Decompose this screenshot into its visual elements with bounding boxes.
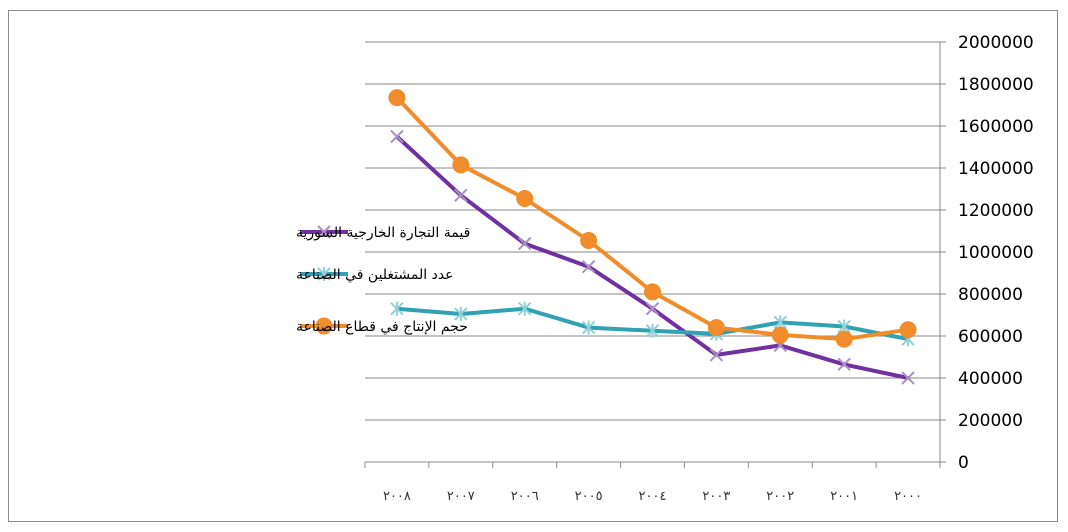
data-point-stroke <box>901 371 915 385</box>
legend-label: قيمة التجارة الخارجية السورية <box>296 225 470 241</box>
legend-entry: عدد المشتغلين في الصناعة <box>296 267 454 283</box>
data-point-stroke <box>645 301 660 316</box>
data-point-stroke <box>837 357 851 372</box>
data-point-stroke <box>454 188 468 203</box>
y-tick-label: 800000 <box>958 285 1023 305</box>
data-point <box>581 259 596 274</box>
data-point-stroke <box>518 236 532 251</box>
x-tick-label: ٢٠٠٧ <box>447 489 475 504</box>
data-point <box>518 236 532 251</box>
data-point <box>709 348 724 362</box>
gridlines <box>365 41 940 421</box>
legend: قيمة التجارة الخارجية السورية عدد المشتغل… <box>296 225 470 335</box>
data-point <box>707 319 725 337</box>
data-point <box>644 283 661 301</box>
data-point <box>315 317 333 335</box>
x-tick-label: ٢٠٠٢ <box>766 489 794 504</box>
data-point-stroke <box>390 129 404 144</box>
chart-frame <box>8 10 1058 522</box>
axes <box>364 41 946 468</box>
y-tick-label: 600000 <box>958 327 1023 347</box>
data-point-stroke <box>581 259 596 274</box>
x-tick-label: ٢٠٠٤ <box>639 489 667 504</box>
data-point <box>317 225 331 239</box>
x-tick-label: ٢٠٠١ <box>830 489 858 504</box>
legend-label: حجم الإنتاج في قطاع الصناعة <box>296 319 468 335</box>
y-tick-label: 1800000 <box>958 75 1034 95</box>
data-point <box>899 321 917 339</box>
data-point <box>645 301 660 316</box>
x-tick-label: ٢٠٠٥ <box>575 489 603 504</box>
data-point <box>390 129 404 144</box>
series-lines <box>388 89 917 385</box>
data-point <box>452 156 470 174</box>
data-point <box>317 267 331 281</box>
data-point <box>771 326 789 344</box>
legend-entry: قيمة التجارة الخارجية السورية <box>296 225 470 241</box>
data-point <box>837 357 851 372</box>
data-point-stroke <box>709 348 724 362</box>
y-tick-label: 2000000 <box>958 33 1034 53</box>
data-point <box>645 323 660 338</box>
data-point <box>454 188 468 203</box>
data-point-stroke <box>317 225 331 239</box>
data-point <box>388 89 406 107</box>
legend-label: عدد المشتغلين في الصناعة <box>296 267 454 283</box>
y-tick-label: 400000 <box>958 369 1023 389</box>
y-tick-label: 1600000 <box>958 117 1034 137</box>
x-tick-label: ٢٠٠٦ <box>511 489 539 504</box>
y-tick-label: 1400000 <box>958 159 1034 179</box>
data-point <box>390 301 404 316</box>
x-tick-labels: ٢٠٠٨ ٢٠٠٧ ٢٠٠٦ ٢٠٠٥ ٢٠٠٤ ٢٠٠٣ ٢٠٠٢ ٢٠٠١ ٢٠٠٠ <box>383 489 922 504</box>
x-tick-label: ٢٠٠٨ <box>383 489 411 504</box>
y-tick-label: 1200000 <box>958 201 1034 221</box>
series-3 <box>388 89 917 348</box>
data-point <box>581 320 596 335</box>
data-point <box>516 189 534 207</box>
x-tick-label: ٢٠٠٣ <box>702 489 730 504</box>
x-tick-label: ٢٠٠٠ <box>894 489 922 504</box>
data-point <box>580 231 598 249</box>
y-tick-labels: 0 200000 400000 600000 800000 1000000 1200000 1… <box>958 33 1034 473</box>
y-tick-label: 0 <box>958 453 969 473</box>
y-tick-label: 1000000 <box>958 243 1034 263</box>
series-line <box>395 96 909 342</box>
data-point <box>454 306 468 321</box>
data-point <box>835 330 853 348</box>
legend-entry: حجم الإنتاج في قطاع الصناعة <box>296 317 468 335</box>
data-point <box>901 371 915 385</box>
y-tick-label: 200000 <box>958 411 1023 431</box>
data-point <box>518 301 532 316</box>
